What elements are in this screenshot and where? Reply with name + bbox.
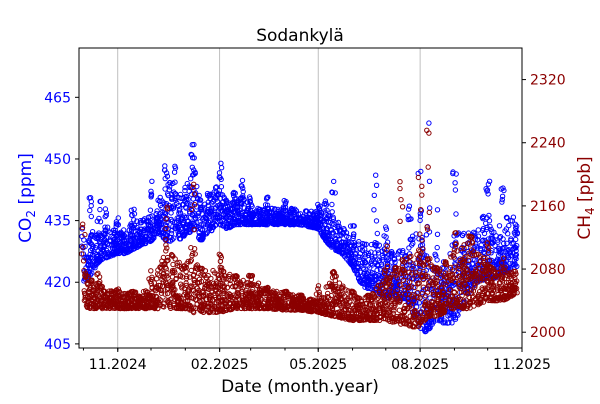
data-point bbox=[398, 180, 402, 184]
data-point bbox=[189, 177, 193, 181]
data-point bbox=[435, 232, 439, 236]
data-point bbox=[507, 223, 511, 227]
data-point bbox=[163, 187, 167, 191]
data-point bbox=[398, 219, 402, 223]
data-point bbox=[330, 202, 334, 206]
data-point bbox=[392, 309, 396, 313]
data-point bbox=[400, 205, 404, 209]
data-point bbox=[497, 224, 501, 228]
chart-title: Sodankylä bbox=[256, 26, 344, 46]
data-point bbox=[172, 170, 176, 174]
data-point bbox=[494, 234, 498, 238]
data-points bbox=[80, 121, 520, 334]
data-point bbox=[89, 214, 93, 218]
data-point bbox=[435, 258, 439, 262]
data-point bbox=[240, 178, 244, 182]
data-point bbox=[398, 186, 402, 190]
data-point bbox=[98, 207, 102, 211]
data-point bbox=[189, 268, 193, 272]
data-point bbox=[183, 185, 187, 189]
data-point bbox=[209, 276, 213, 280]
data-point bbox=[427, 210, 431, 214]
data-point bbox=[407, 204, 411, 208]
data-point bbox=[132, 207, 136, 211]
data-point bbox=[453, 188, 457, 192]
data-point bbox=[330, 210, 334, 214]
data-point bbox=[476, 228, 480, 232]
data-point bbox=[453, 181, 457, 185]
data-point bbox=[171, 262, 175, 266]
data-point bbox=[375, 231, 379, 235]
data-point bbox=[155, 209, 159, 213]
data-point bbox=[454, 212, 458, 216]
data-point bbox=[427, 179, 431, 183]
data-point bbox=[399, 198, 403, 202]
data-point bbox=[164, 249, 168, 253]
data-point bbox=[169, 211, 173, 215]
data-point bbox=[376, 248, 380, 252]
data-point bbox=[82, 238, 86, 242]
data-point bbox=[372, 208, 376, 212]
data-point bbox=[219, 166, 223, 170]
data-point bbox=[337, 281, 341, 285]
data-point bbox=[88, 208, 92, 212]
data-point bbox=[149, 269, 153, 273]
data-point bbox=[372, 193, 376, 197]
data-point bbox=[487, 219, 491, 223]
data-point bbox=[426, 165, 430, 169]
data-point bbox=[129, 208, 133, 212]
data-point bbox=[148, 208, 152, 212]
data-point bbox=[435, 208, 439, 212]
data-point bbox=[374, 183, 378, 187]
data-point bbox=[116, 216, 120, 220]
data-point bbox=[427, 121, 431, 125]
data-point bbox=[332, 179, 336, 183]
data-point bbox=[428, 206, 432, 210]
data-point bbox=[150, 179, 154, 183]
data-point bbox=[435, 245, 439, 249]
data-point bbox=[374, 173, 378, 177]
data-point bbox=[397, 308, 401, 312]
data-point bbox=[374, 219, 378, 223]
data-point bbox=[406, 207, 410, 211]
